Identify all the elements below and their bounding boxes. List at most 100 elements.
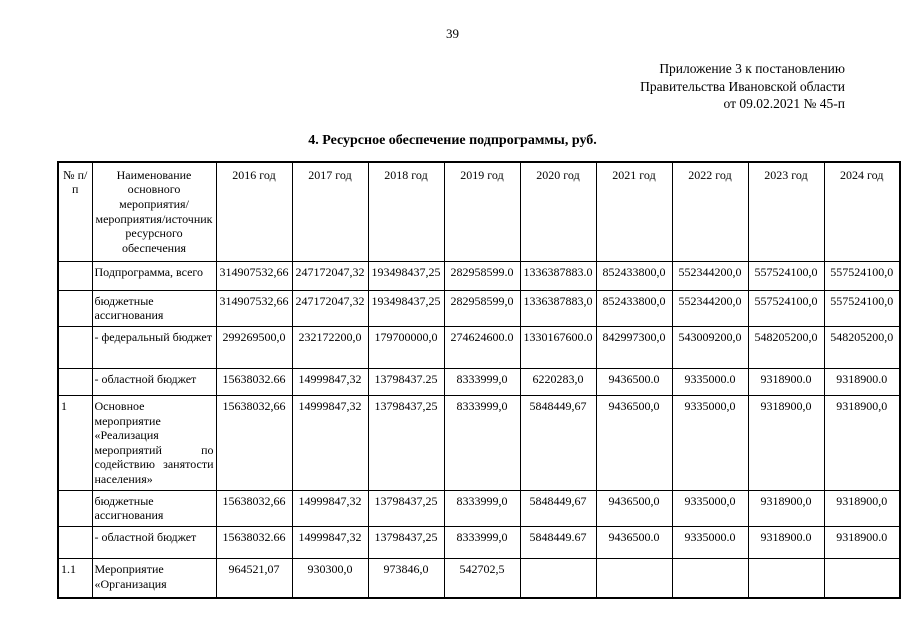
value-cell-3-7: 9318900.0: [747, 367, 825, 396]
value-cell-6-1: 14999847,32: [291, 525, 369, 559]
value-cell-2-6: 543009200,0: [671, 325, 749, 369]
value-cell-4-1: 14999847,32: [291, 394, 369, 491]
value-cell-6-0: 15638032.66: [215, 525, 293, 559]
value-cell-2-4: 1330167600.0: [519, 325, 597, 369]
value-cell-0-6: 552344200,0: [671, 260, 749, 291]
column-header-7: 2021 год: [595, 161, 673, 262]
value-cell-6-8: 9318900.0: [823, 525, 901, 559]
value-cell-3-6: 9335000.0: [671, 367, 749, 396]
table-row-1: бюджетные ассигнования 314907532,66 247172…: [57, 289, 901, 327]
value-cell-7-5: [595, 557, 673, 599]
row-name-cell: Основное мероприятие «Реализация меропри…: [91, 394, 217, 491]
value-cell-1-7: 557524100,0: [747, 289, 825, 327]
value-cell-5-0: 15638032,66: [215, 489, 293, 527]
value-cell-7-1: 930300,0: [291, 557, 369, 599]
value-cell-5-2: 13798437,25: [367, 489, 445, 527]
value-cell-4-6: 9335000,0: [671, 394, 749, 491]
column-header-10: 2024 год: [823, 161, 901, 262]
value-cell-1-6: 552344200,0: [671, 289, 749, 327]
table-row-5: бюджетные ассигнования 15638032,66 1499984…: [57, 489, 901, 527]
value-cell-4-4: 5848449,67: [519, 394, 597, 491]
section-title: 4. Ресурсное обеспечение подпрограммы, р…: [308, 132, 597, 148]
value-cell-3-5: 9436500.0: [595, 367, 673, 396]
value-cell-4-2: 13798437,25: [367, 394, 445, 491]
value-cell-0-2: 193498437,25: [367, 260, 445, 291]
value-cell-7-0: 964521,07: [215, 557, 293, 599]
value-cell-2-3: 274624600.0: [443, 325, 521, 369]
appendix-line-2: Правительства Ивановской области: [640, 78, 845, 94]
table-row-0: Подпрограмма, всего 314907532,66 247172047…: [57, 260, 901, 291]
row-number-cell: [57, 525, 93, 559]
appendix-line-1: Приложение 3 к постановлению: [659, 61, 845, 76]
value-cell-0-1: 247172047,32: [291, 260, 369, 291]
table-row-4: 1 Основное мероприятие «Реализация меропр…: [57, 394, 901, 491]
value-cell-0-0: 314907532,66: [215, 260, 293, 291]
value-cell-6-5: 9436500.0: [595, 525, 673, 559]
row-name-cell: - областной бюджет: [91, 525, 217, 559]
value-cell-5-6: 9335000,0: [671, 489, 749, 527]
value-cell-7-3: 542702,5: [443, 557, 521, 599]
value-cell-1-1: 247172047,32: [291, 289, 369, 327]
column-header-2: 2016 год: [215, 161, 293, 262]
resource-table: № п/п Наименование основного мероприятия/…: [57, 160, 901, 600]
value-cell-4-8: 9318900,0: [823, 394, 901, 491]
table-row-3: - областной бюджет 15638032.66 14999847,32…: [57, 367, 901, 396]
value-cell-0-4: 1336387883.0: [519, 260, 597, 291]
value-cell-0-5: 852433800,0: [595, 260, 673, 291]
value-cell-0-7: 557524100,0: [747, 260, 825, 291]
value-cell-5-1: 14999847,32: [291, 489, 369, 527]
row-name-cell: - федеральный бюджет: [91, 325, 217, 369]
value-cell-1-0: 314907532,66: [215, 289, 293, 327]
table-row-6: - областной бюджет 15638032.66 14999847,32…: [57, 525, 901, 559]
value-cell-2-1: 232172200,0: [291, 325, 369, 369]
value-cell-2-2: 179700000,0: [367, 325, 445, 369]
value-cell-7-6: [671, 557, 749, 599]
value-cell-7-2: 973846,0: [367, 557, 445, 599]
value-cell-0-3: 282958599.0: [443, 260, 521, 291]
row-name-cell: бюджетные ассигнования: [91, 489, 217, 527]
column-header-8: 2022 год: [671, 161, 749, 262]
value-cell-1-5: 852433800,0: [595, 289, 673, 327]
value-cell-5-8: 9318900,0: [823, 489, 901, 527]
value-cell-0-8: 557524100,0: [823, 260, 901, 291]
appendix-block: Приложение 3 к постановлению Правительст…: [0, 60, 845, 113]
value-cell-4-0: 15638032,66: [215, 394, 293, 491]
value-cell-4-5: 9436500,0: [595, 394, 673, 491]
value-cell-5-7: 9318900,0: [747, 489, 825, 527]
value-cell-5-3: 8333999,0: [443, 489, 521, 527]
row-number-cell: [57, 489, 93, 527]
row-number-cell: [57, 289, 93, 327]
row-number-cell: 1.1: [57, 557, 93, 599]
value-cell-3-2: 13798437.25: [367, 367, 445, 396]
value-cell-7-8: [823, 557, 901, 599]
value-cell-6-4: 5848449.67: [519, 525, 597, 559]
column-header-6: 2020 год: [519, 161, 597, 262]
column-header-0: № п/п: [57, 161, 93, 262]
column-header-3: 2017 год: [291, 161, 369, 262]
value-cell-3-3: 8333999,0: [443, 367, 521, 396]
column-header-1: Наименование основного мероприятия/мероп…: [91, 161, 217, 262]
row-name-cell: Мероприятие «Организация: [91, 557, 217, 599]
value-cell-2-0: 299269500,0: [215, 325, 293, 369]
value-cell-1-2: 193498437,25: [367, 289, 445, 327]
column-header-5: 2019 год: [443, 161, 521, 262]
value-cell-5-4: 5848449,67: [519, 489, 597, 527]
page-number: 39: [446, 26, 459, 41]
value-cell-1-4: 1336387883,0: [519, 289, 597, 327]
table-header-row: № п/п Наименование основного мероприятия/…: [57, 161, 901, 262]
value-cell-2-5: 842997300,0: [595, 325, 673, 369]
row-name-cell: бюджетные ассигнования: [91, 289, 217, 327]
row-number-cell: 1: [57, 394, 93, 491]
value-cell-6-3: 8333999,0: [443, 525, 521, 559]
row-number-cell: [57, 325, 93, 369]
appendix-line-3: от 09.02.2021 № 45-п: [723, 96, 845, 112]
value-cell-3-4: 6220283,0: [519, 367, 597, 396]
value-cell-7-4: [519, 557, 597, 599]
table-row-2: - федеральный бюджет 299269500,0 232172200…: [57, 325, 901, 369]
table-row-7: 1.1 Мероприятие «Организация 964521,07 9303…: [57, 557, 901, 599]
value-cell-5-5: 9436500,0: [595, 489, 673, 527]
row-name-cell: - областной бюджет: [91, 367, 217, 396]
row-name-cell: Подпрограмма, всего: [91, 260, 217, 291]
row-number-cell: [57, 367, 93, 396]
